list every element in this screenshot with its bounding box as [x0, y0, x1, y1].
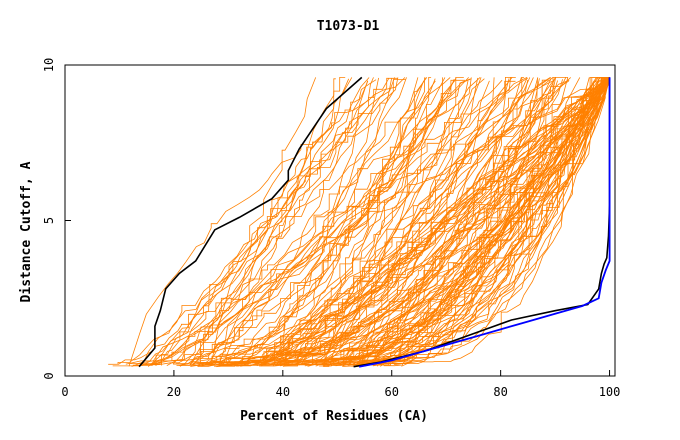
model-curve: [340, 77, 610, 365]
highlighted-curves: [138, 76, 611, 368]
y-axis-label: Distance Cutoff, A: [19, 161, 34, 302]
model-curve: [175, 80, 425, 365]
model-curve: [278, 77, 609, 366]
x-tick-label: 20: [167, 385, 181, 399]
y-tick-label: 10: [42, 58, 56, 72]
model-curve: [333, 77, 598, 366]
model-curve: [372, 77, 567, 365]
model-curve: [327, 77, 569, 366]
model-curve: [200, 80, 610, 364]
model-curves: [108, 77, 610, 368]
model-curve: [222, 77, 446, 366]
model-curve: [112, 77, 557, 367]
model-curve: [323, 77, 557, 367]
model-curve: [191, 77, 481, 366]
model-curve: [335, 77, 607, 367]
model-curve: [218, 77, 529, 364]
model-curve: [236, 79, 455, 367]
model-curve: [173, 77, 407, 365]
model-curve: [197, 78, 392, 366]
model-curve: [279, 77, 610, 367]
model-curve: [315, 77, 590, 367]
y-tick-label: 5: [42, 217, 56, 224]
model-curve: [292, 79, 597, 366]
x-tick-label: 40: [276, 385, 290, 399]
model-curve: [374, 79, 607, 366]
model-curve: [247, 77, 419, 365]
y-tick-label: 0: [42, 372, 56, 379]
model-curve: [200, 80, 369, 366]
model-curve: [269, 77, 516, 365]
model-curve: [147, 77, 451, 367]
model-curve: [259, 77, 479, 367]
x-axis-label: Percent of Residues (CA): [240, 409, 428, 424]
y-axis: 0 5 10: [42, 58, 71, 380]
model-curve: [288, 77, 556, 365]
model-curve: [304, 77, 472, 367]
x-tick-label: 80: [493, 385, 507, 399]
model-curve: [376, 77, 608, 366]
model-curve: [296, 79, 503, 365]
model-curve: [128, 77, 406, 367]
x-tick-label: 100: [599, 385, 621, 399]
model-curve: [132, 77, 346, 366]
model-curve: [150, 77, 457, 366]
model-curve: [291, 77, 525, 366]
model-curve: [342, 78, 540, 367]
model-curve: [401, 77, 610, 367]
chart-title: T1073-D1: [317, 19, 380, 34]
highlighted-curve: [138, 76, 363, 368]
model-curve: [274, 78, 471, 365]
highlighted-curve: [358, 77, 611, 368]
model-curve: [155, 77, 528, 366]
x-tick-label: 0: [61, 385, 68, 399]
model-curve: [242, 78, 485, 367]
model-curve: [283, 77, 597, 365]
model-curve: [218, 77, 610, 367]
model-curve: [362, 77, 609, 365]
model-curve: [272, 79, 570, 367]
model-curve: [224, 80, 516, 366]
model-curve: [193, 77, 379, 366]
model-curve: [154, 78, 350, 365]
model-curve: [286, 77, 513, 366]
x-tick-label: 60: [385, 385, 399, 399]
model-curve: [217, 77, 522, 367]
model-curve: [378, 77, 581, 366]
model-curve: [166, 77, 353, 366]
model-curve: [149, 77, 395, 366]
model-curve: [172, 78, 390, 365]
model-curve: [131, 77, 398, 367]
model-curve: [117, 79, 406, 365]
model-curve: [204, 77, 428, 365]
model-curve: [284, 77, 608, 364]
model-curve: [390, 77, 607, 365]
x-axis: 0 20 40 60 80 100: [61, 370, 620, 399]
model-curve: [140, 77, 469, 366]
model-curve: [125, 77, 568, 365]
